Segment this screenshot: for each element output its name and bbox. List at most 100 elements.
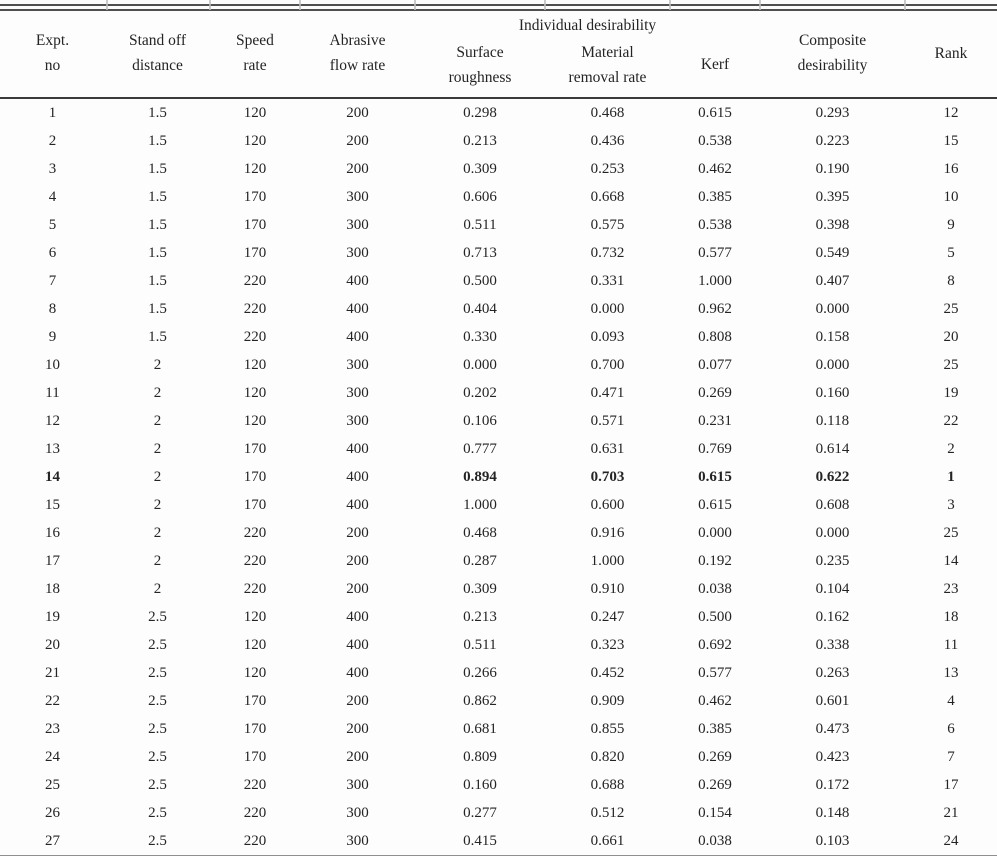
table-row: 1 1.5 120 200 0.298 0.468 0.615 0.293 12 bbox=[0, 98, 997, 127]
cell-abrasive_flow_rate: 200 bbox=[346, 692, 369, 709]
header-sub-row: Surface roughness Material removal rate … bbox=[0, 39, 997, 98]
cell-expt_no: 11 bbox=[45, 384, 60, 401]
cell-expt_no: 15 bbox=[45, 496, 60, 513]
cell-abrasive_flow_rate: 200 bbox=[346, 580, 369, 597]
cell-composite_desirability: 0.407 bbox=[815, 272, 850, 289]
cell-kerf: 0.038 bbox=[698, 832, 732, 849]
cell-kerf: 0.038 bbox=[698, 580, 732, 597]
cell-rank: 19 bbox=[943, 384, 959, 401]
cell-surface_roughness: 0.415 bbox=[463, 832, 497, 849]
col-header-composite-line2: desirability bbox=[797, 56, 868, 74]
cell-rank: 9 bbox=[947, 216, 955, 233]
cell-stand_off_distance: 2 bbox=[153, 524, 162, 541]
table-row: 9 1.5 220 400 0.330 0.093 0.808 0.158 20 bbox=[0, 323, 997, 351]
cell-composite_desirability: 0.148 bbox=[815, 804, 850, 821]
cell-surface_roughness: 0.894 bbox=[463, 468, 497, 485]
cell-abrasive_flow_rate: 300 bbox=[346, 804, 369, 821]
cell-material_removal_rate: 0.253 bbox=[590, 160, 625, 177]
cell-surface_roughness: 0.404 bbox=[463, 300, 497, 317]
cell-rank: 7 bbox=[947, 748, 955, 765]
cell-composite_desirability: 0.000 bbox=[815, 300, 850, 317]
cell-abrasive_flow_rate: 400 bbox=[346, 496, 369, 513]
cell-stand_off_distance: 1.5 bbox=[148, 300, 167, 317]
cell-expt_no: 20 bbox=[45, 636, 60, 653]
cell-rank: 2 bbox=[947, 440, 955, 457]
cell-rank: 8 bbox=[947, 272, 955, 289]
cell-speed_rate: 170 bbox=[243, 216, 267, 233]
cell-stand_off_distance: 1.5 bbox=[148, 188, 167, 205]
cell-material_removal_rate: 0.910 bbox=[590, 580, 625, 597]
scan-tick bbox=[759, 0, 761, 10]
cell-material_removal_rate: 0.820 bbox=[590, 748, 625, 765]
cell-expt_no: 8 bbox=[48, 300, 57, 317]
table-row: 21 2.5 120 400 0.266 0.452 0.577 0.263 13 bbox=[0, 659, 997, 687]
cell-stand_off_distance: 2 bbox=[153, 440, 162, 457]
col-header-material-line2: removal rate bbox=[568, 68, 647, 86]
cell-composite_desirability: 0.398 bbox=[815, 216, 850, 233]
cell-expt_no: 27 bbox=[45, 832, 60, 849]
cell-stand_off_distance: 2.5 bbox=[148, 832, 167, 849]
cell-composite_desirability: 0.622 bbox=[815, 468, 850, 485]
cell-abrasive_flow_rate: 400 bbox=[346, 468, 369, 485]
cell-speed_rate: 220 bbox=[243, 580, 267, 597]
col-header-stand-off-distance: Stand off distance bbox=[105, 8, 210, 98]
cell-kerf: 0.192 bbox=[698, 552, 732, 569]
cell-material_removal_rate: 0.247 bbox=[590, 608, 625, 625]
cell-stand_off_distance: 2 bbox=[153, 580, 162, 597]
cell-speed_rate: 170 bbox=[243, 244, 267, 261]
cell-abrasive_flow_rate: 200 bbox=[346, 720, 369, 737]
cell-abrasive_flow_rate: 300 bbox=[346, 216, 369, 233]
cell-speed_rate: 170 bbox=[243, 496, 267, 513]
cell-material_removal_rate: 0.916 bbox=[590, 524, 625, 541]
cell-speed_rate: 120 bbox=[243, 356, 267, 373]
cell-speed_rate: 120 bbox=[243, 160, 267, 177]
col-header-surface-line2: roughness bbox=[448, 68, 512, 86]
cell-material_removal_rate: 0.909 bbox=[590, 692, 625, 709]
cell-expt_no: 12 bbox=[45, 412, 60, 429]
cell-abrasive_flow_rate: 400 bbox=[346, 300, 369, 317]
cell-stand_off_distance: 1.5 bbox=[148, 132, 167, 149]
cell-rank: 23 bbox=[943, 580, 959, 597]
cell-speed_rate: 170 bbox=[243, 720, 267, 737]
cell-composite_desirability: 0.104 bbox=[815, 580, 850, 597]
cell-surface_roughness: 0.500 bbox=[463, 272, 497, 289]
cell-speed_rate: 120 bbox=[243, 636, 267, 653]
cell-speed_rate: 220 bbox=[243, 832, 267, 849]
cell-composite_desirability: 0.608 bbox=[815, 496, 850, 513]
cell-composite_desirability: 0.000 bbox=[815, 524, 850, 541]
cell-expt_no: 19 bbox=[45, 608, 60, 625]
cell-surface_roughness: 0.202 bbox=[463, 384, 497, 401]
col-header-expt-no: Expt. no bbox=[0, 8, 105, 98]
cell-speed_rate: 170 bbox=[243, 468, 267, 485]
cell-stand_off_distance: 2 bbox=[153, 412, 162, 429]
cell-abrasive_flow_rate: 400 bbox=[346, 272, 369, 289]
cell-abrasive_flow_rate: 300 bbox=[346, 832, 369, 849]
cell-expt_no: 2 bbox=[48, 132, 57, 149]
cell-composite_desirability: 0.395 bbox=[815, 188, 850, 205]
cell-stand_off_distance: 2.5 bbox=[148, 720, 167, 737]
cell-material_removal_rate: 0.468 bbox=[590, 104, 625, 121]
cell-composite_desirability: 0.158 bbox=[815, 328, 850, 345]
cell-abrasive_flow_rate: 300 bbox=[346, 384, 369, 401]
cell-rank: 11 bbox=[943, 636, 959, 653]
cell-composite_desirability: 0.549 bbox=[815, 244, 850, 261]
cell-speed_rate: 220 bbox=[243, 328, 267, 345]
scan-tick bbox=[904, 0, 906, 10]
cell-stand_off_distance: 2.5 bbox=[148, 692, 167, 709]
scan-tick bbox=[106, 0, 108, 10]
table-row: 12 2 120 300 0.106 0.571 0.231 0.118 22 bbox=[0, 407, 997, 435]
cell-surface_roughness: 0.309 bbox=[463, 580, 497, 597]
cell-material_removal_rate: 1.000 bbox=[590, 552, 625, 569]
cell-abrasive_flow_rate: 200 bbox=[346, 132, 369, 149]
cell-surface_roughness: 0.277 bbox=[463, 804, 497, 821]
cell-kerf: 0.269 bbox=[698, 776, 732, 793]
cell-surface_roughness: 0.213 bbox=[463, 132, 497, 149]
scan-tick bbox=[669, 0, 671, 10]
cell-abrasive_flow_rate: 300 bbox=[346, 776, 369, 793]
desirability-results-table: Expt. no Stand off distance Speed rate A… bbox=[0, 4, 997, 856]
cell-abrasive_flow_rate: 300 bbox=[346, 244, 369, 261]
cell-stand_off_distance: 1.5 bbox=[148, 160, 167, 177]
table-row: 17 2 220 200 0.287 1.000 0.192 0.235 14 bbox=[0, 547, 997, 575]
cell-surface_roughness: 0.511 bbox=[463, 216, 497, 233]
cell-material_removal_rate: 0.571 bbox=[590, 412, 625, 429]
